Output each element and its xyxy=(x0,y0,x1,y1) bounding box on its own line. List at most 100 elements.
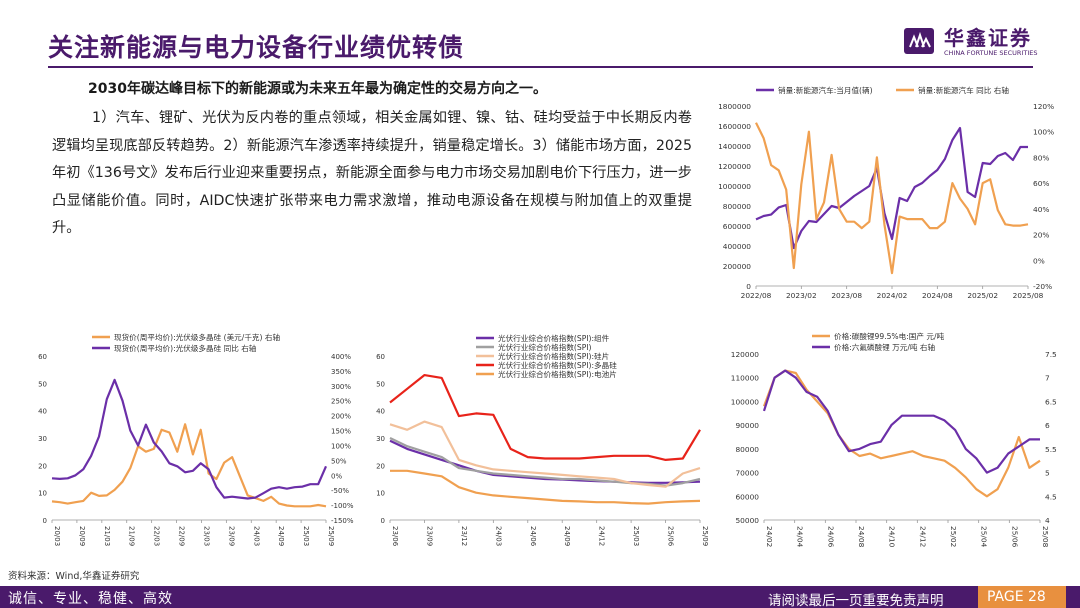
nev-sales-chart: 销量:新能源汽车:当月值(辆) 销量:新能源汽车 同比 右轴 0 200000 4000… xyxy=(718,85,1054,300)
x-tick-label: 23/03 xyxy=(202,526,210,546)
legend-label: 销量:新能源汽车:当月值(辆) xyxy=(778,85,873,95)
legend-label: 现货价(周平均价):光伏级多晶硅 同比 右轴 xyxy=(114,343,257,353)
legend-label: 光伏行业综合价格指数(SPI):组件 xyxy=(498,333,610,343)
x-tick-label: 25/03 xyxy=(632,526,640,546)
series-line xyxy=(755,126,1028,250)
x-tick-label: 24/06 xyxy=(529,526,537,547)
series-line xyxy=(389,420,701,488)
y2-tick-label: 350% xyxy=(331,368,351,376)
y-tick-label: 0 xyxy=(43,517,47,525)
y2-tick-label: 4.5 xyxy=(1045,492,1057,501)
y2-tick-label: 300% xyxy=(331,383,351,391)
series-line xyxy=(389,437,701,487)
legend-label: 光伏行业综合价格指数(SPI) xyxy=(498,342,592,352)
y2-tick-label: 4 xyxy=(1045,516,1050,525)
y-tick-label: 120000 xyxy=(731,350,760,359)
series-line xyxy=(762,369,1040,474)
x-tick-label: 2024/08 xyxy=(922,291,953,300)
x-tick-label: 24/10 xyxy=(888,526,897,548)
series-line xyxy=(51,378,328,500)
y2-tick-label: 50% xyxy=(331,457,347,465)
lithium-price-chart: 价格:碳酸锂99.5%电:国产 元/吨价格:六氟磷酸锂 万元/吨 右轴 50000… xyxy=(731,331,1057,548)
y-tick-label: 1200000 xyxy=(718,162,751,171)
y-tick-label: 40 xyxy=(376,408,385,416)
y-tick-label: 100000 xyxy=(731,397,760,406)
legend-label: 价格:碳酸锂99.5%电:国产 元/吨 xyxy=(834,331,945,341)
x-tick-label: 24/09 xyxy=(277,526,285,546)
series-line xyxy=(389,373,701,461)
x-tick-label: 23/12 xyxy=(460,526,468,546)
y-tick-label: 600000 xyxy=(723,222,752,231)
x-tick-label: 23/09 xyxy=(227,526,235,546)
y2-tick-label: 7.5 xyxy=(1045,350,1057,359)
legend-label: 现货价(周平均价):光伏级多晶硅 (美元/千克) 右轴 xyxy=(114,332,280,342)
y-tick-label: 60 xyxy=(376,353,385,361)
x-tick-label: 22/09 xyxy=(178,526,186,546)
y-tick-label: 800000 xyxy=(723,202,752,211)
x-tick-label: 25/06 xyxy=(667,526,675,547)
x-tick-label: 20/09 xyxy=(78,526,86,546)
x-tick-label: 24/12 xyxy=(918,526,927,547)
footer-disclaimer-link[interactable]: 请阅读最后一页重要免责声明 xyxy=(768,593,944,608)
y2-tick-label: 40% xyxy=(1033,205,1049,214)
x-tick-label: 2024/02 xyxy=(877,291,908,300)
page-number: PAGE 28 xyxy=(978,586,1066,608)
y2-tick-label: 150% xyxy=(331,428,351,436)
x-tick-label: 25/04 xyxy=(980,526,989,548)
legend-label: 光伏行业综合价格指数(SPI):电池片 xyxy=(498,369,617,379)
y-tick-label: 60 xyxy=(38,353,47,361)
x-tick-label: 25/09 xyxy=(701,526,709,546)
x-tick-label: 24/02 xyxy=(765,526,774,547)
y-tick-label: 110000 xyxy=(731,374,760,383)
x-tick-label: 25/06 xyxy=(1010,526,1019,548)
y2-tick-label: -100% xyxy=(331,502,354,510)
x-tick-label: 25/09 xyxy=(327,526,335,546)
x-tick-label: 24/08 xyxy=(857,526,866,548)
y2-tick-label: -50% xyxy=(331,487,349,495)
x-tick-label: 25/02 xyxy=(949,526,958,547)
y-tick-label: 70000 xyxy=(735,469,759,478)
logo-text-en: CHINA FORTUNE SECURITIES xyxy=(944,49,1038,57)
y2-tick-label: 60% xyxy=(1033,179,1049,188)
y-tick-label: 0 xyxy=(381,517,385,525)
y-tick-label: 10 xyxy=(376,490,385,498)
y-tick-label: 10 xyxy=(38,490,47,498)
y-tick-label: 1800000 xyxy=(718,102,751,111)
body-paragraph: 1）汽车、锂矿、光伏为反内卷的重点领域，相关金属如锂、镍、钴、硅均受益于中长期反… xyxy=(52,110,692,236)
y2-tick-label: 250% xyxy=(331,398,351,406)
x-tick-label: 2025/02 xyxy=(967,291,998,300)
y2-tick-label: 6 xyxy=(1045,421,1050,430)
footer-bar: 诚信、专业、稳健、高效 请阅读最后一页重要免责声明 PAGE 28 xyxy=(0,586,1080,608)
x-tick-label: 2023/02 xyxy=(786,291,817,300)
x-tick-label: 25/08 xyxy=(1041,526,1050,548)
series-line xyxy=(51,423,327,508)
x-tick-label: 24/12 xyxy=(598,526,606,546)
y-tick-label: 90000 xyxy=(735,421,759,430)
y-tick-label: 40 xyxy=(38,408,47,416)
y2-tick-label: 0% xyxy=(1033,256,1045,265)
title-divider xyxy=(48,66,1033,68)
logo-text-cn: 华鑫证券 xyxy=(944,26,1032,50)
y2-tick-label: 120% xyxy=(1033,102,1054,111)
x-tick-label: 24/04 xyxy=(796,526,805,548)
y2-tick-label: 7 xyxy=(1045,374,1050,383)
logo-mark-icon xyxy=(904,28,934,54)
lead-sentence: 2030年碳达峰目标下的新能源或为未来五年最为确定性的交易方向之一。 xyxy=(88,81,547,97)
page-title: 关注新能源与电力设备行业绩优转债 xyxy=(48,33,465,62)
y-tick-label: 50 xyxy=(38,380,47,388)
x-tick-label: 24/06 xyxy=(826,526,835,548)
data-source-note: 资料来源：Wind,华鑫证券研究 xyxy=(8,571,140,582)
y-tick-label: 50 xyxy=(376,380,385,388)
y-tick-label: 200000 xyxy=(723,262,752,271)
y-tick-label: 1600000 xyxy=(718,122,751,131)
x-tick-label: 2025/08 xyxy=(1013,291,1044,300)
x-tick-label: 25/03 xyxy=(302,526,310,546)
y2-tick-label: 6.5 xyxy=(1045,397,1057,406)
y2-tick-label: 5.5 xyxy=(1045,445,1057,454)
y2-tick-label: 80% xyxy=(1033,153,1049,162)
y2-tick-label: 5 xyxy=(1045,469,1050,478)
y-tick-label: 20 xyxy=(38,462,47,470)
x-tick-label: 24/03 xyxy=(252,526,260,546)
y2-tick-label: 20% xyxy=(1033,231,1049,240)
